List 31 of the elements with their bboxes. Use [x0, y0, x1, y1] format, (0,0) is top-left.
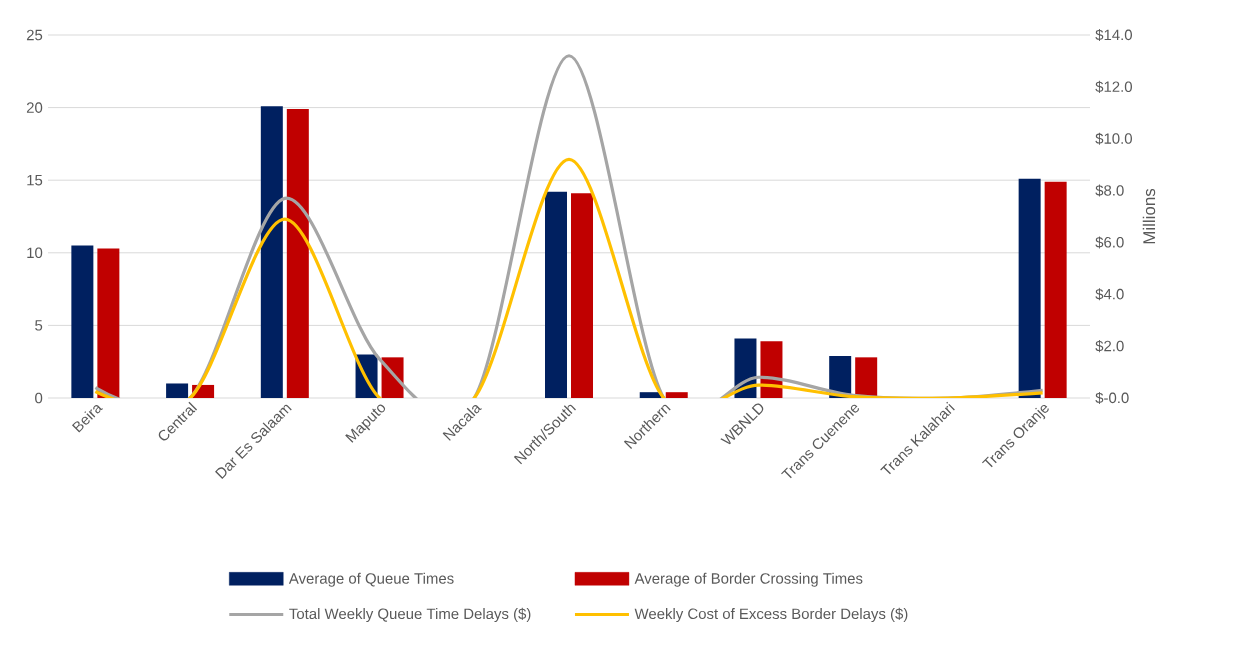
bar [1044, 181, 1067, 398]
y2-tick-label: $2.0 [1095, 340, 1124, 353]
y2-tick-label: $10.0 [1095, 132, 1132, 145]
legend-label: Total Weekly Queue Time Delays ($) [289, 607, 531, 623]
bar [855, 357, 878, 398]
y-tick-label: 20 [26, 102, 43, 113]
y-tick-label: 10 [27, 247, 43, 259]
y2-tick-label: $4.0 [1095, 288, 1124, 301]
bar [97, 248, 120, 398]
y2-tick-label: $-0.0 [1095, 391, 1129, 405]
legend-label: Weekly Cost of Excess Border Delays ($) [634, 607, 908, 623]
bar [260, 106, 283, 398]
legend-label: Average of Border Crossing Times [634, 572, 863, 587]
bar [665, 392, 688, 398]
y-tick-label: 25 [26, 29, 43, 41]
y-tick-label: 5 [35, 320, 43, 331]
y2-tick-label: $8.0 [1095, 184, 1124, 197]
y2-tick-label: $12.0 [1095, 80, 1132, 93]
y-tick-label: 15 [27, 174, 43, 186]
bar [1018, 178, 1041, 398]
bar [286, 109, 309, 398]
bar [166, 383, 189, 398]
line-series [93, 157, 1045, 398]
legend-label: Average of Queue Times [288, 572, 454, 587]
bar [571, 193, 593, 398]
y2-tick-label: $14.0 [1095, 28, 1132, 42]
y-tick-label: 0 [35, 392, 43, 404]
bar [71, 245, 94, 398]
y2-tick-label: $6.0 [1095, 236, 1124, 249]
y2-axis-title: Millions [1142, 188, 1156, 244]
bar [545, 191, 567, 398]
